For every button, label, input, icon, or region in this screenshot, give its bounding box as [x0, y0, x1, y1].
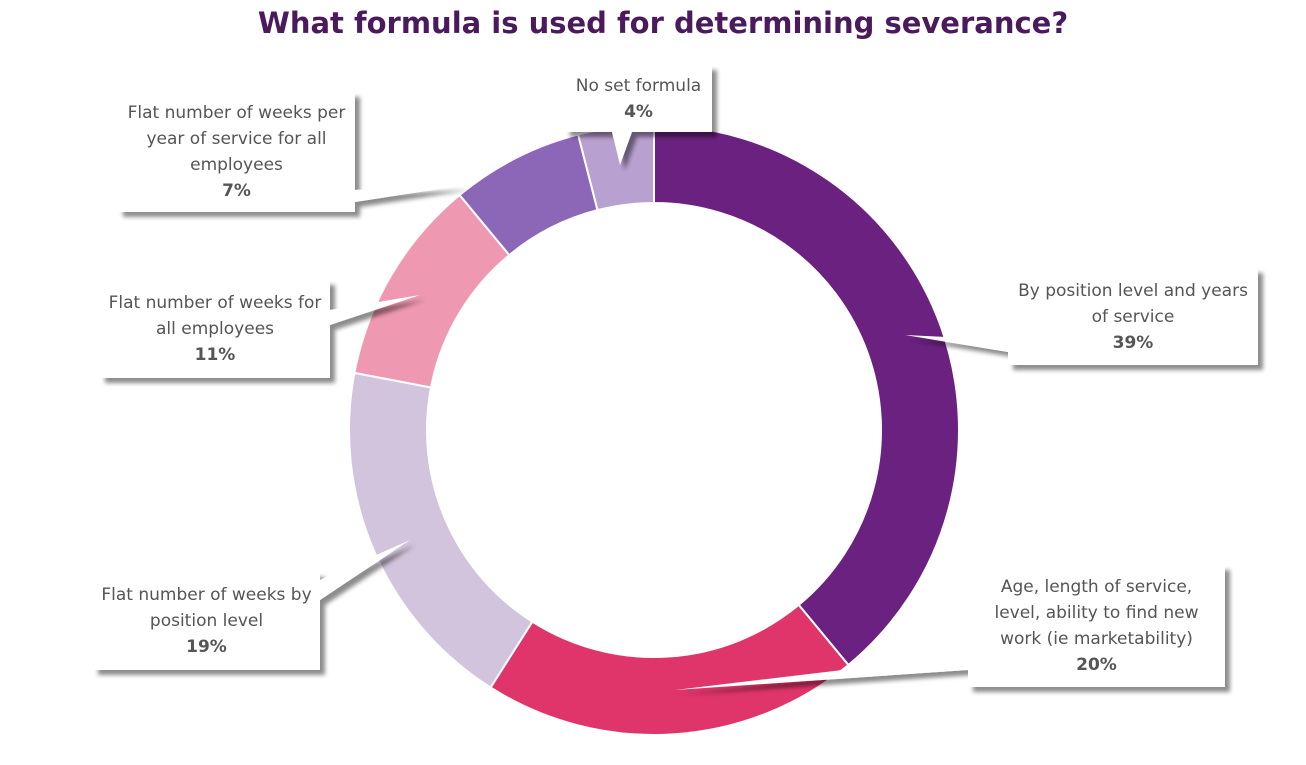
callout-box: [968, 565, 1225, 687]
category-label: Flat number of weeks per year of service…: [127, 103, 346, 175]
label: Flat number of weeks by position level 19…: [93, 572, 320, 670]
label: Flat number of weeks for all employees 11…: [100, 280, 330, 378]
category-label: Age, length of service, level, ability t…: [994, 577, 1199, 649]
callout-pointer: [612, 132, 632, 165]
callout: [565, 65, 712, 165]
callout: [675, 565, 1225, 690]
label: By position level and years of service 39…: [1008, 268, 1258, 365]
chart-title: What formula is used for determining sev…: [258, 6, 1068, 40]
donut-segment: [653, 123, 960, 667]
value-label: 20%: [1076, 655, 1117, 675]
category-label: Flat number of weeks by position level: [101, 585, 312, 631]
callout-text: Flat number of weeks for all employees 11…: [100, 280, 330, 378]
callout-box: [565, 65, 712, 132]
value-label: 7%: [222, 181, 251, 201]
category-label: By position level and years of service: [1018, 280, 1248, 327]
value-label: 4%: [624, 101, 653, 122]
value-label: 19%: [186, 637, 227, 657]
callout-pointer: [675, 655, 968, 690]
callout: [93, 540, 410, 670]
callout-box: [118, 92, 355, 212]
callout-text: By position level and years of service 39…: [1008, 268, 1258, 365]
donut-segment: [348, 371, 534, 689]
callout-text: Flat number of weeks per year of service…: [118, 92, 355, 212]
callout-box: [100, 280, 330, 378]
callout-text: No set formula 4%: [565, 65, 712, 132]
callout-box: [93, 572, 320, 670]
callout: [100, 280, 420, 378]
label: No set formula 4%: [565, 65, 712, 132]
value-label: 39%: [1112, 332, 1154, 353]
callout: [905, 268, 1258, 365]
label: Age, length of service, level, ability t…: [968, 565, 1225, 687]
callout-box: [1008, 268, 1258, 365]
label: Flat number of weeks per year of service…: [118, 92, 355, 212]
category-label: No set formula: [575, 75, 702, 96]
callout-pointer: [355, 185, 465, 202]
callout-text: Flat number of weeks by position level 19…: [93, 572, 320, 670]
callout-text: Age, length of service, level, ability t…: [968, 565, 1225, 687]
callout-pointer: [330, 295, 420, 325]
callout-pointer: [905, 335, 1008, 352]
category-label: Flat number of weeks for all employees: [108, 293, 322, 339]
donut-segment: [489, 603, 850, 736]
value-label: 11%: [194, 345, 236, 365]
callout-pointer: [320, 540, 410, 600]
callout: [118, 92, 465, 212]
